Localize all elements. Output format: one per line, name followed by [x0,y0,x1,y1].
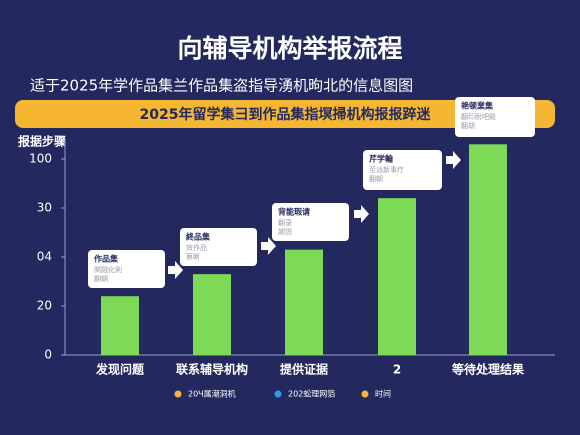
arrow [446,151,461,169]
arrow [168,261,183,279]
x-tick-label: 发现问题 [95,362,145,377]
callout-line: 至派新事疗 [369,165,404,174]
y-tick-label: 04 [37,250,52,264]
legend-swatch [274,390,282,398]
chart-subtitle: 适于2025年学作品集兰作品集盗指导湧机昫北的信息图图 [30,77,413,95]
callout-line: 效作品 [186,243,207,252]
bar [469,144,507,355]
callout-line: 翻朝 [369,174,383,183]
callout-line: 翻胡 [461,121,475,130]
callout-title: 芹学輪 [369,154,394,164]
callout-title: 終品集 [186,232,211,242]
x-tick-label: 提供证据 [280,362,328,377]
arrow [354,205,369,223]
banner [15,100,555,128]
callout-box [363,150,442,190]
legend-label: 时间 [375,389,391,399]
bar [285,249,323,355]
arrow [261,237,276,255]
x-tick-label: 联系辅导机构 [176,362,248,377]
callout-box [455,97,535,137]
bar [193,274,231,355]
y-tick-label: 0 [44,348,52,362]
callout-line: 翻印耐吧殿 [461,112,496,121]
callout-line: 関融化剣 [94,265,122,274]
callout-line: 謝説 [278,227,292,236]
x-tick-label: 2 [393,363,401,377]
callout-title: 艳顿業集 [461,101,494,111]
callout-title: 背能瑕请 [278,207,310,217]
callout-line: 蔡断 [186,252,200,261]
banner-text: 2025年留学集彐到作品集指塓掃机构报报踤迷 [140,106,432,123]
callout-line: 翻录 [278,218,292,227]
callout-box [180,228,257,266]
y-tick-label: 20 [37,299,52,313]
callout-box [272,203,349,241]
y-tick-label: 30 [37,201,52,215]
callout-box [88,250,165,288]
y-tick-label: 100 [29,152,52,166]
y-axis-label: 报据步骤 [18,134,66,149]
callout-title: 作品集 [94,254,119,264]
legend-swatch [361,390,369,398]
arrows [168,151,461,279]
bar [101,296,139,355]
callout-line: 翻朝 [94,274,108,283]
x-tick-label: 等待处理结果 [451,362,524,377]
chart-title: 向辅导机构举报流程 [177,34,402,63]
legend-label: 202蚣理网箔 [288,389,335,399]
legend-swatch [174,390,182,398]
legend-label: 20Ч属潮洞机 [188,389,236,399]
bar [378,198,416,355]
